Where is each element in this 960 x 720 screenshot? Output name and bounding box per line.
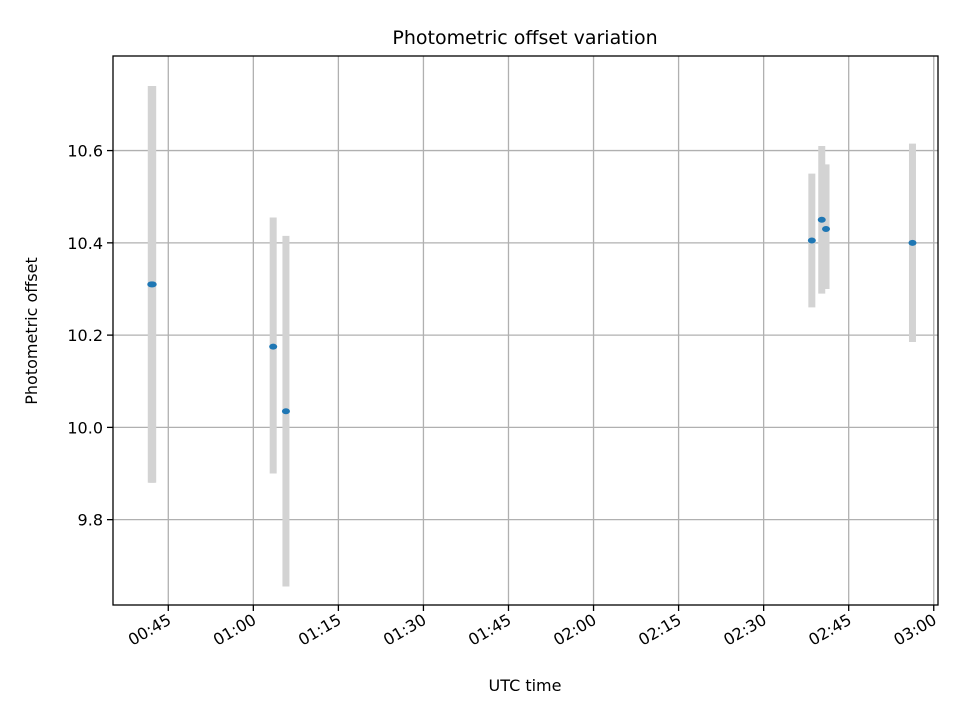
y-axis-label: Photometric offset bbox=[22, 257, 41, 405]
chart-title: Photometric offset variation bbox=[392, 27, 657, 49]
y-tick-label: 10.6 bbox=[67, 142, 103, 161]
y-tick-label: 10.2 bbox=[67, 326, 103, 345]
data-point bbox=[908, 239, 917, 246]
data-point bbox=[807, 237, 816, 244]
y-tick-label: 10.0 bbox=[67, 418, 103, 437]
plot-frame bbox=[112, 55, 939, 606]
x-axis-label: UTC time bbox=[489, 676, 562, 695]
data-point bbox=[148, 281, 157, 288]
grid bbox=[113, 56, 938, 605]
data-point bbox=[281, 408, 290, 415]
y-tick-label: 10.4 bbox=[67, 234, 103, 253]
data-point bbox=[822, 226, 831, 233]
data-points bbox=[147, 216, 917, 415]
data-point bbox=[817, 216, 826, 223]
data-point bbox=[269, 343, 278, 350]
y-tick-label: 9.8 bbox=[78, 511, 103, 530]
